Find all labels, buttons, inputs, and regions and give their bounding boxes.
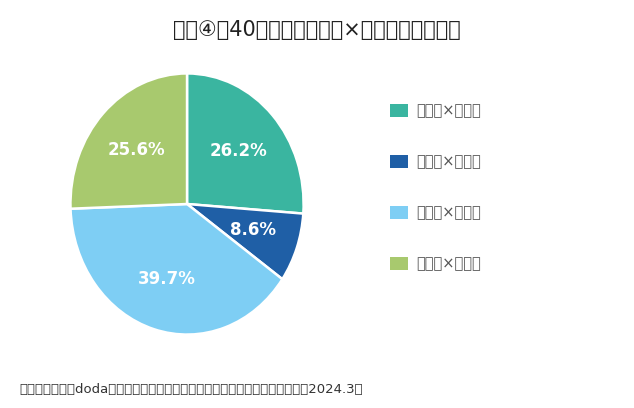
Wedge shape	[187, 204, 303, 279]
Text: 異業種×異職種: 異業種×異職種	[417, 256, 481, 271]
Text: 8.6%: 8.6%	[230, 222, 276, 239]
Text: 異業種×同職種: 異業種×同職種	[417, 205, 481, 220]
Wedge shape	[187, 73, 304, 214]
Text: 26.2%: 26.2%	[209, 142, 267, 160]
Text: 同業種×異職種: 同業種×異職種	[417, 154, 481, 169]
Text: 【図④】40歳以上の異業種×異職種転職の割合: 【図④】40歳以上の異業種×異職種転職の割合	[173, 20, 461, 40]
Text: 25.6%: 25.6%	[108, 141, 165, 159]
Text: 39.7%: 39.7%	[138, 270, 196, 288]
Text: 同業種×同職種: 同業種×同職種	[417, 103, 481, 118]
Wedge shape	[70, 204, 282, 335]
Text: 転職サービス「doda」、「ミドル層の異業種・異職種転職実態レポート」（2024.3）: 転職サービス「doda」、「ミドル層の異業種・異職種転職実態レポート」（2024…	[19, 383, 363, 396]
Wedge shape	[70, 73, 187, 209]
